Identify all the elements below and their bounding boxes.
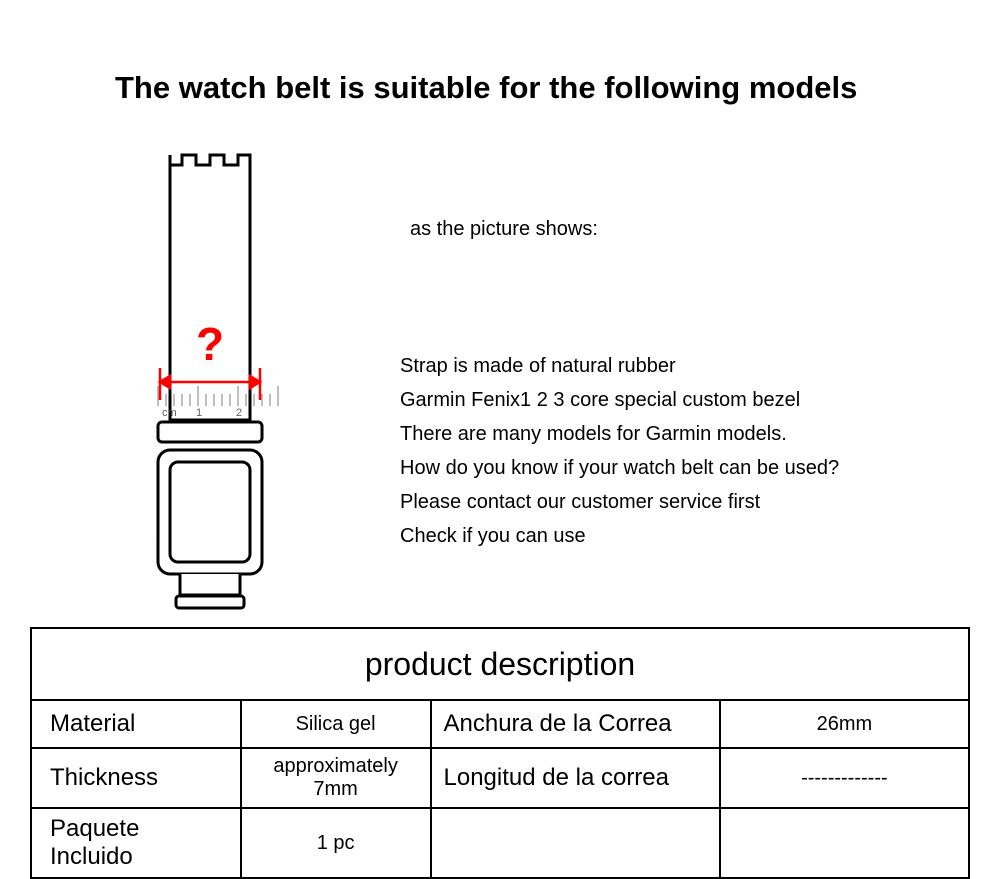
cell-value: Silica gel [241,700,431,748]
cell-value: ------------- [720,748,969,808]
cell-label [431,808,720,878]
product-description-table: product description Material Silica gel … [30,627,970,879]
cell-value: 1 pc [241,808,431,878]
svg-text:1: 1 [196,407,202,419]
desc-line: Please contact our customer service firs… [400,486,839,518]
desc-line: Strap is made of natural rubber [400,350,839,382]
svg-text:cm: cm [162,407,177,419]
cell-label: Material [31,700,241,748]
description-text-block: Strap is made of natural rubber Garmin F… [400,350,839,554]
svg-text:2: 2 [236,407,242,419]
subtitle-text: as the picture shows: [410,218,598,241]
desc-line: Garmin Fenix1 2 3 core special custom be… [400,384,839,416]
table-row: Paquete Incluido 1 pc [31,808,969,878]
table-row: Thickness approximately 7mm Longitud de … [31,748,969,808]
table-row: Material Silica gel Anchura de la Correa… [31,700,969,748]
cell-label: Paquete Incluido [31,808,241,878]
question-mark-icon: ? [196,318,224,370]
watch-strap-diagram: ? cm [140,150,310,620]
desc-line: There are many models for Garmin models. [400,418,839,450]
cell-value: 26mm [720,700,969,748]
page-title: The watch belt is suitable for the follo… [115,70,857,106]
cell-label: Anchura de la Correa [431,700,720,748]
desc-line: How do you know if your watch belt can b… [400,452,839,484]
cell-label: Longitud de la correa [431,748,720,808]
cell-value: approximately 7mm [241,748,431,808]
cell-label: Thickness [31,748,241,808]
cell-value [720,808,969,878]
table-header: product description [31,628,969,700]
desc-line: Check if you can use [400,520,839,552]
